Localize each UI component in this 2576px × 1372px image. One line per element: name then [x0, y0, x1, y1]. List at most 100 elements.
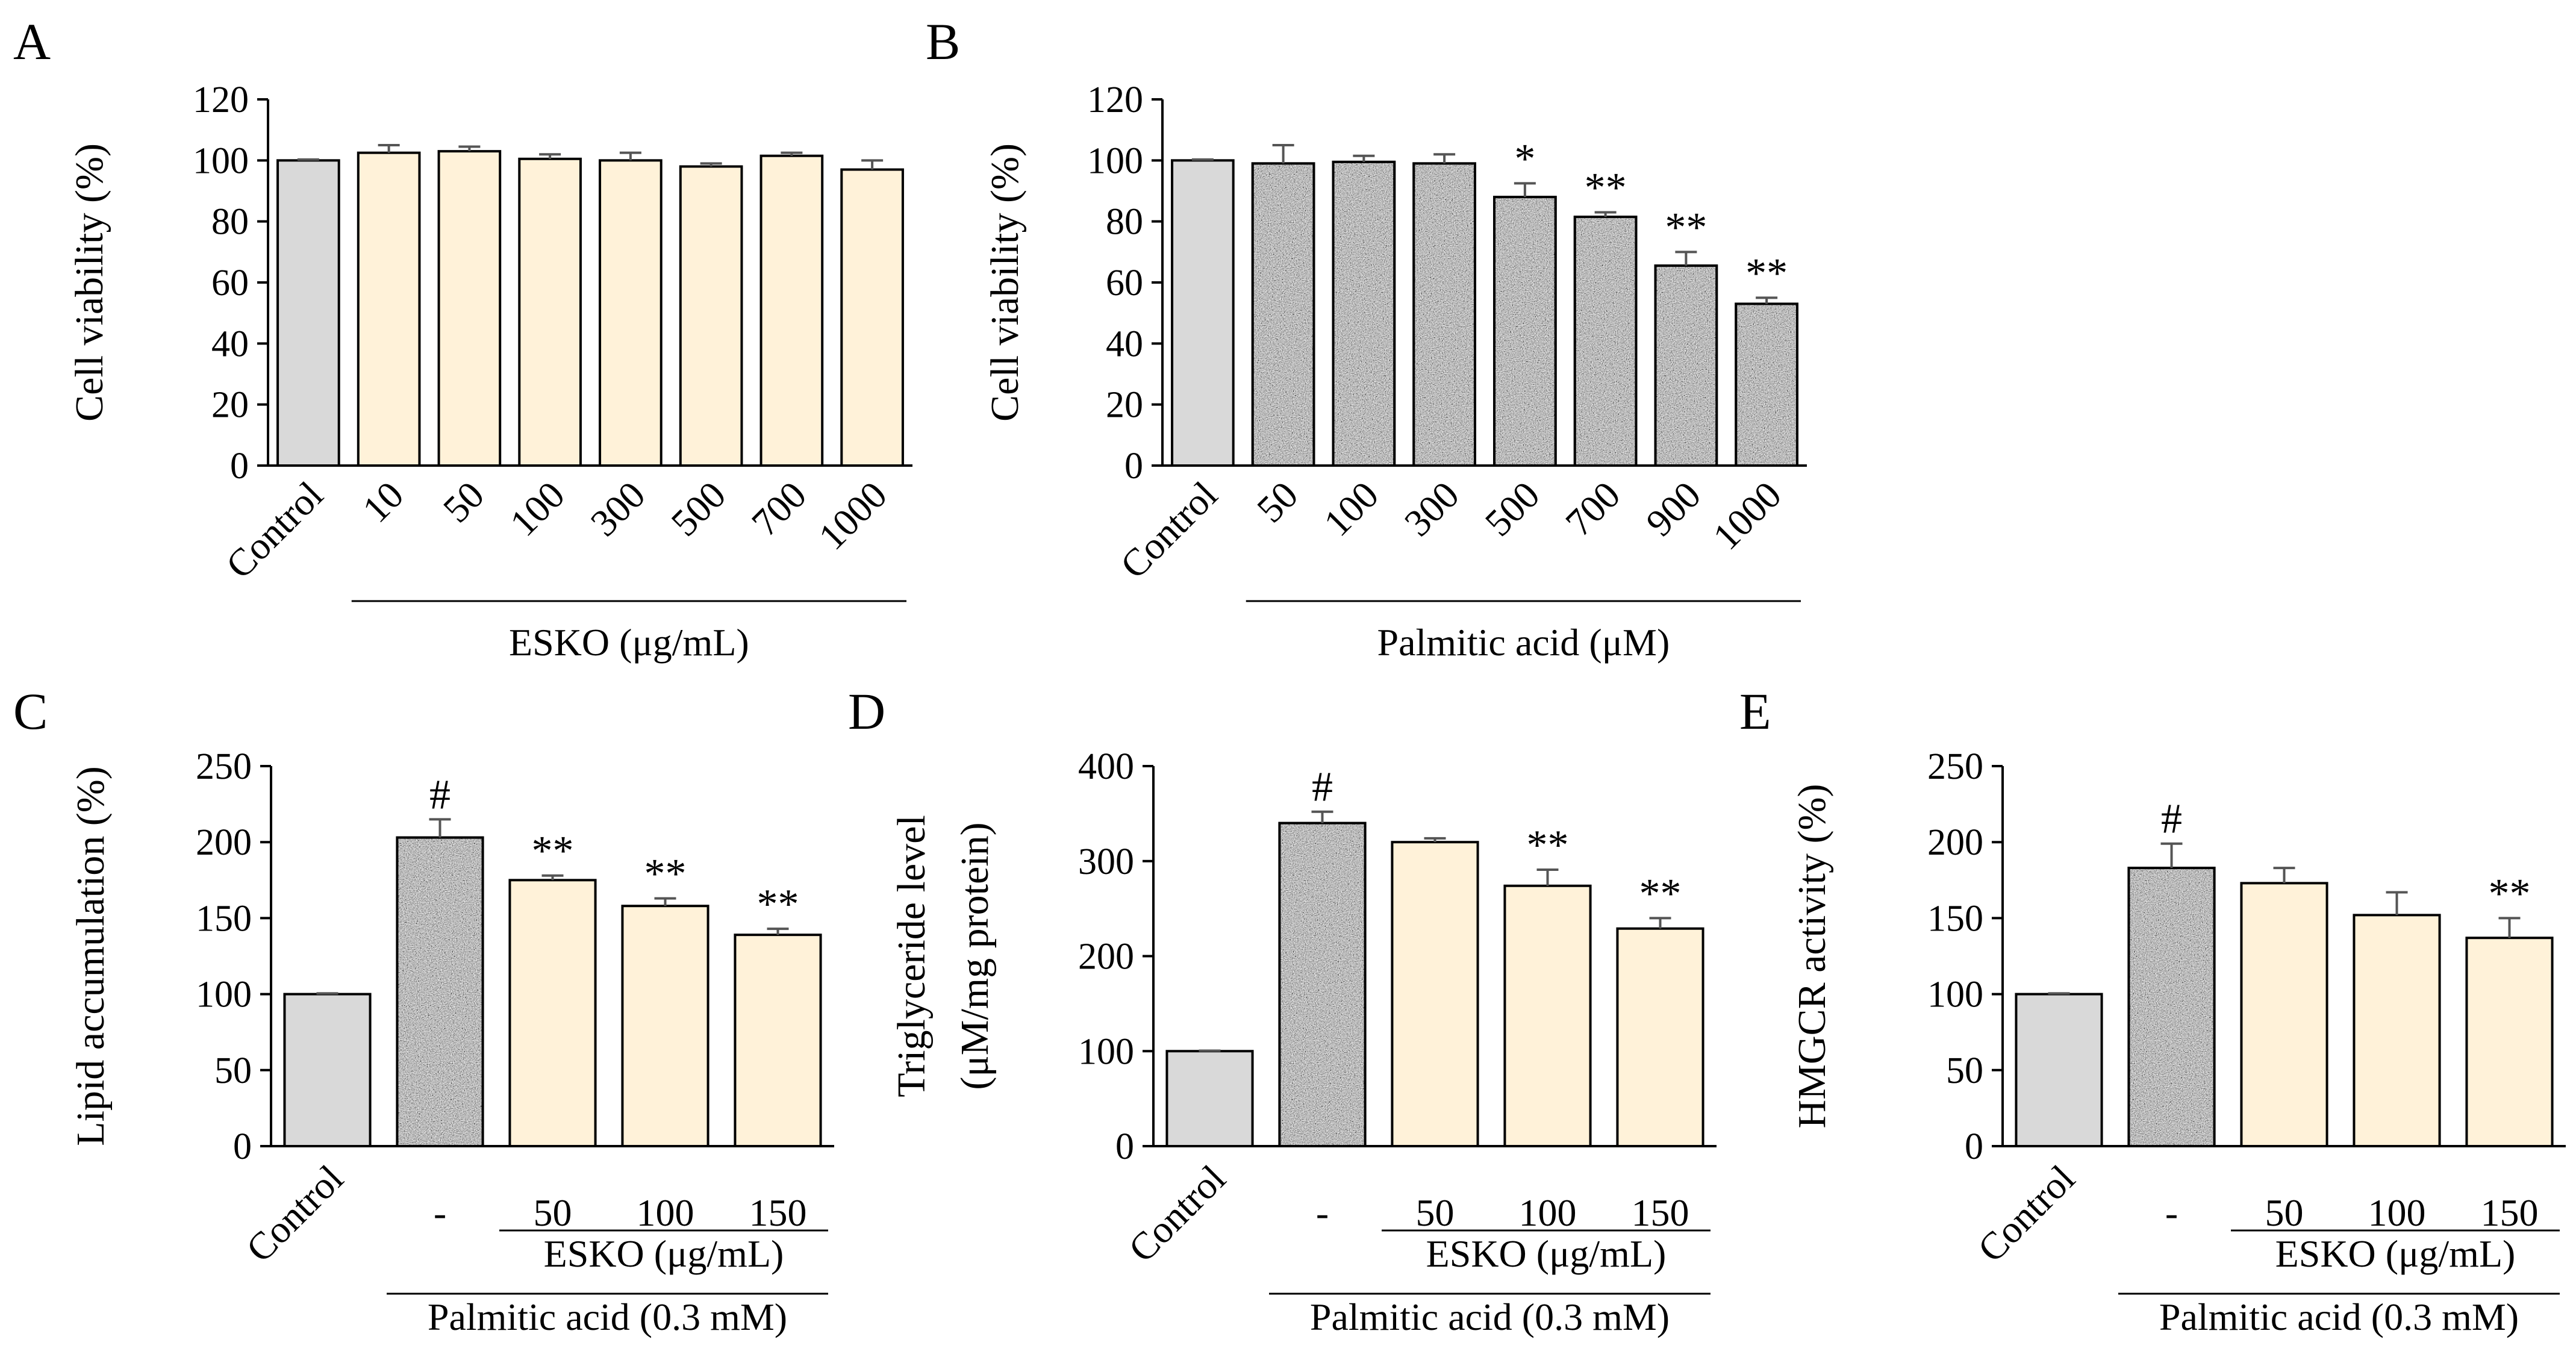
- x-tick-label: 500: [663, 473, 734, 544]
- group-label: Palmitic acid (μM): [1377, 621, 1670, 664]
- x-tick-label: 50: [1249, 473, 1306, 531]
- y-tick-label: 0: [1115, 1126, 1134, 1167]
- significance-marker: #: [1312, 764, 1333, 811]
- x-tick-label: Control: [217, 473, 331, 587]
- x-tick-label: 150: [1632, 1191, 1689, 1234]
- x-tick-label: 100: [502, 473, 573, 544]
- panel-letter: E: [1739, 682, 1771, 740]
- y-tick-label: 120: [193, 80, 249, 120]
- x-tick-label: Control: [1969, 1157, 2083, 1270]
- y-tick-label: 0: [1124, 446, 1143, 487]
- bar-texture: [1737, 305, 1796, 464]
- bar-texture: [2130, 869, 2213, 1145]
- y-tick-label: 200: [1927, 822, 1983, 863]
- x-tick-label: 100: [2368, 1191, 2426, 1234]
- bar: [1503, 884, 1592, 1147]
- y-tick-label: 50: [1946, 1050, 1983, 1091]
- y-tick-label: 40: [1106, 323, 1143, 364]
- panel-a: A Cell viability (%) 0 20 40 60 80 100 120 Contro…: [13, 13, 912, 664]
- y-axis-label: Lipid accumulation (%): [69, 766, 113, 1146]
- x-tick-label: 100: [637, 1191, 694, 1234]
- x-tick-label: 150: [2481, 1191, 2539, 1234]
- panel-d: D Triglyceride level (μM/mg protein) 0 100 20…: [848, 682, 1717, 1338]
- y-tick-label: 50: [214, 1050, 252, 1091]
- significance-marker: **: [1665, 204, 1707, 251]
- y-tick-label: 60: [211, 263, 249, 304]
- x-tick-label: 500: [1477, 473, 1548, 544]
- group-label: Palmitic acid (0.3 mM): [1310, 1296, 1670, 1338]
- y-tick-label: 0: [1965, 1126, 1983, 1167]
- bar: [357, 151, 421, 467]
- bar: [1165, 1050, 1254, 1147]
- bar: [508, 879, 597, 1148]
- x-tick-label: 50: [2265, 1191, 2304, 1234]
- bar: [1391, 841, 1479, 1147]
- group-label: Palmitic acid (0.3 mM): [428, 1296, 787, 1338]
- y-tick-label: 40: [211, 323, 249, 364]
- y-tick-label: 20: [1106, 385, 1143, 426]
- x-tick-label: 50: [1416, 1191, 1455, 1234]
- x-tick-label: -: [2165, 1191, 2178, 1234]
- y-tick-label: 0: [233, 1126, 252, 1167]
- bar-texture: [1656, 267, 1716, 464]
- y-axis-label-unit: (μM/mg protein): [953, 822, 997, 1090]
- bar-texture: [1495, 198, 1555, 464]
- bar: [2015, 993, 2103, 1147]
- bar: [276, 159, 340, 467]
- significance-marker: **: [1745, 250, 1788, 296]
- x-tick-label: 300: [582, 473, 653, 544]
- y-tick-label: 0: [230, 446, 249, 487]
- x-tick-label: 10: [354, 473, 411, 531]
- bar: [679, 165, 743, 467]
- group-label: ESKO (μg/mL): [509, 621, 749, 664]
- bar: [283, 993, 372, 1147]
- panel-letter: C: [13, 682, 48, 740]
- significance-marker: #: [2161, 796, 2182, 843]
- x-tick-label: 100: [1315, 473, 1386, 544]
- significance-marker: **: [532, 828, 574, 875]
- bar: [759, 154, 824, 467]
- y-tick-label: 250: [196, 746, 252, 787]
- bar-texture: [1334, 163, 1394, 464]
- bar: [2353, 914, 2441, 1148]
- x-tick-label: 50: [435, 473, 492, 531]
- x-tick-label: 100: [1519, 1191, 1577, 1234]
- bar-texture: [1576, 218, 1635, 464]
- bar: [840, 168, 904, 467]
- group-label: ESKO (μg/mL): [1426, 1232, 1667, 1275]
- y-axis-label: HMGCR activity (%): [1790, 784, 1834, 1129]
- bar: [621, 905, 709, 1147]
- bar-texture: [398, 838, 482, 1145]
- y-axis-label: Triglyceride level: [890, 815, 934, 1097]
- group-label: ESKO (μg/mL): [2275, 1232, 2516, 1275]
- y-tick-label: 100: [1927, 974, 1983, 1015]
- x-tick-label: 900: [1638, 473, 1709, 544]
- y-tick-label: 100: [193, 140, 249, 181]
- y-tick-label: 150: [1927, 898, 1983, 939]
- significance-marker: **: [1527, 822, 1569, 868]
- significance-marker: #: [429, 772, 451, 818]
- y-tick-label: 400: [1078, 746, 1134, 787]
- panel-letter: B: [926, 13, 960, 70]
- bar-texture: [1253, 164, 1313, 464]
- y-tick-label: 80: [211, 202, 249, 243]
- y-tick-label: 200: [196, 822, 252, 863]
- x-tick-label: Control: [238, 1157, 351, 1270]
- group-label: ESKO (μg/mL): [544, 1232, 784, 1275]
- bar: [437, 150, 502, 467]
- y-tick-label: 200: [1078, 937, 1134, 978]
- x-tick-label: 50: [534, 1191, 572, 1234]
- significance-marker: **: [2489, 870, 2531, 917]
- x-tick-label: 300: [1396, 473, 1467, 544]
- bar-texture: [1280, 824, 1364, 1145]
- x-tick-label: Control: [1112, 473, 1225, 587]
- significance-marker: *: [1514, 136, 1535, 182]
- significance-marker: **: [1585, 164, 1627, 211]
- significance-marker: **: [644, 851, 687, 897]
- y-tick-label: 60: [1106, 263, 1143, 304]
- y-axis-label: Cell viability (%): [67, 143, 111, 422]
- bar: [2240, 882, 2328, 1148]
- panel-c: C Lipid accumulation (%) 0 50 100 150 200 250 # *…: [13, 682, 834, 1338]
